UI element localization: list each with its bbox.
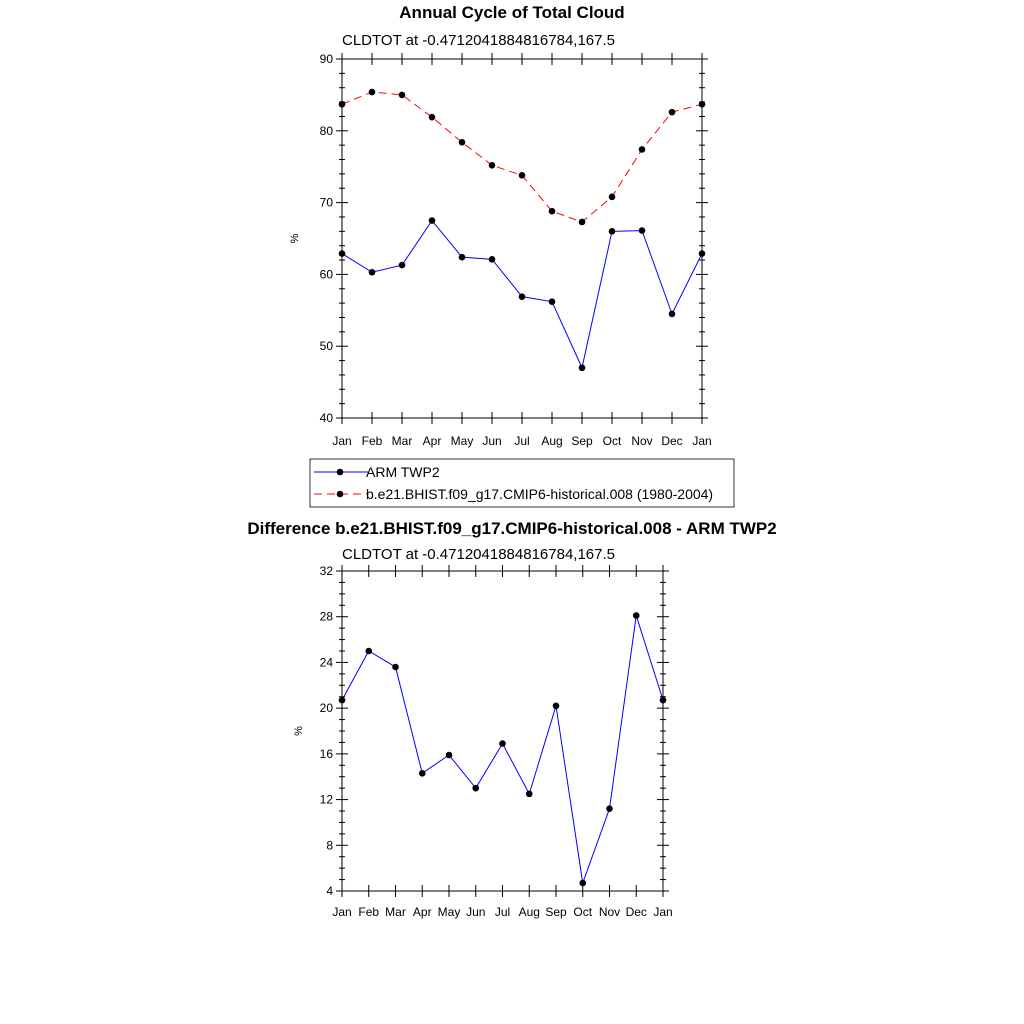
data-point xyxy=(668,310,676,318)
plot-frame xyxy=(341,570,664,892)
legend-marker xyxy=(336,468,344,476)
y-tick-label: 12 xyxy=(320,793,334,807)
data-point xyxy=(578,218,586,226)
y-tick-label: 90 xyxy=(320,52,334,66)
data-point xyxy=(428,113,436,121)
x-tick-label: Nov xyxy=(631,434,652,448)
x-tick-label: Apr xyxy=(413,905,432,919)
data-point xyxy=(548,298,556,305)
data-point xyxy=(552,702,560,710)
series-line-1 xyxy=(341,615,664,884)
y-tick-label: 28 xyxy=(320,610,334,624)
x-tick-label: Jan xyxy=(332,905,351,919)
x-tick-label: Oct xyxy=(603,434,622,448)
data-point xyxy=(518,172,526,179)
data-point xyxy=(632,612,640,619)
x-tick-label: Dec xyxy=(661,434,682,448)
x-tick-label: Nov xyxy=(599,905,620,919)
y-tick-label: 40 xyxy=(320,411,334,425)
data-point xyxy=(525,790,533,798)
data-point xyxy=(608,228,616,235)
data-point xyxy=(445,751,453,759)
plot-frame xyxy=(341,58,703,419)
data-point xyxy=(698,100,706,108)
x-tick-label: Jun xyxy=(482,434,501,448)
y-tick-label: 20 xyxy=(320,701,334,715)
data-point xyxy=(659,696,667,704)
legend: ARM TWP2 b.e21.BHIST.f09_g17.CMIP6-histor… xyxy=(309,458,735,508)
data-point xyxy=(698,250,706,257)
data-point xyxy=(608,193,616,201)
data-point xyxy=(578,364,586,372)
data-point xyxy=(472,784,480,792)
x-tick-label: Apr xyxy=(423,434,442,448)
data-point xyxy=(548,207,556,215)
data-point xyxy=(368,88,376,96)
y-tick-label: 24 xyxy=(320,655,334,669)
x-tick-label: Jun xyxy=(466,905,485,919)
y-axis-label: % xyxy=(293,726,305,736)
data-point xyxy=(458,253,466,261)
x-tick-label: Mar xyxy=(392,434,413,448)
data-point xyxy=(638,146,646,153)
chart-title: Annual Cycle of Total Cloud xyxy=(399,3,624,22)
data-point xyxy=(499,740,506,747)
y-tick-label: 60 xyxy=(320,267,334,281)
data-point xyxy=(458,138,466,146)
chart-1: Annual Cycle of Total Cloud CLDTOT at -0.… xyxy=(289,3,735,508)
data-point xyxy=(668,108,676,116)
y-tick-label: 4 xyxy=(326,884,333,898)
x-tick-label: Sep xyxy=(545,905,567,919)
x-tick-label: Mar xyxy=(385,905,406,919)
series-line-2 xyxy=(341,91,703,223)
legend-label-2: b.e21.BHIST.f09_g17.CMIP6-historical.008… xyxy=(366,486,713,502)
data-point xyxy=(488,161,496,169)
data-point xyxy=(606,805,613,813)
x-tick-label: May xyxy=(451,434,474,448)
data-point xyxy=(338,100,346,108)
x-tick-label: Dec xyxy=(626,905,647,919)
chart-subtitle: CLDTOT at -0.4712041884816784,167.5 xyxy=(342,546,615,563)
x-tick-label: Aug xyxy=(519,905,540,919)
legend-marker xyxy=(336,490,344,498)
data-point xyxy=(428,217,436,224)
x-tick-label: Jul xyxy=(514,434,529,448)
data-point xyxy=(418,769,426,777)
x-tick-label: May xyxy=(438,905,461,919)
x-tick-label: Oct xyxy=(573,905,592,919)
data-point xyxy=(338,696,346,704)
data-point xyxy=(368,268,376,276)
chart-2: Difference b.e21.BHIST.f09_g17.CMIP6-his… xyxy=(247,519,776,919)
legend-label-1: ARM TWP2 xyxy=(366,464,440,480)
data-point xyxy=(338,250,346,257)
x-tick-label: Aug xyxy=(541,434,562,448)
x-tick-label: Jan xyxy=(332,434,351,448)
data-point xyxy=(398,91,406,99)
data-point xyxy=(398,261,406,269)
x-tick-label: Jan xyxy=(653,905,672,919)
y-axis-label: % xyxy=(289,233,301,243)
x-tick-label: Jan xyxy=(692,434,711,448)
y-tick-label: 32 xyxy=(320,564,334,578)
x-tick-label: Jul xyxy=(495,905,510,919)
x-tick-label: Feb xyxy=(362,434,383,448)
y-tick-label: 80 xyxy=(320,124,334,138)
data-point xyxy=(488,256,496,263)
x-tick-label: Feb xyxy=(358,905,379,919)
data-point xyxy=(365,647,373,655)
data-point xyxy=(638,227,646,234)
legend-box xyxy=(309,458,735,508)
y-tick-label: 50 xyxy=(320,339,334,353)
chart-title: Difference b.e21.BHIST.f09_g17.CMIP6-his… xyxy=(247,519,776,538)
y-tick-label: 8 xyxy=(326,838,333,852)
data-point xyxy=(579,879,587,887)
y-tick-label: 70 xyxy=(320,196,334,210)
data-point xyxy=(392,663,399,671)
y-tick-label: 16 xyxy=(320,747,334,761)
x-tick-label: Sep xyxy=(571,434,593,448)
chart-subtitle: CLDTOT at -0.4712041884816784,167.5 xyxy=(342,32,615,49)
data-point xyxy=(518,293,526,300)
